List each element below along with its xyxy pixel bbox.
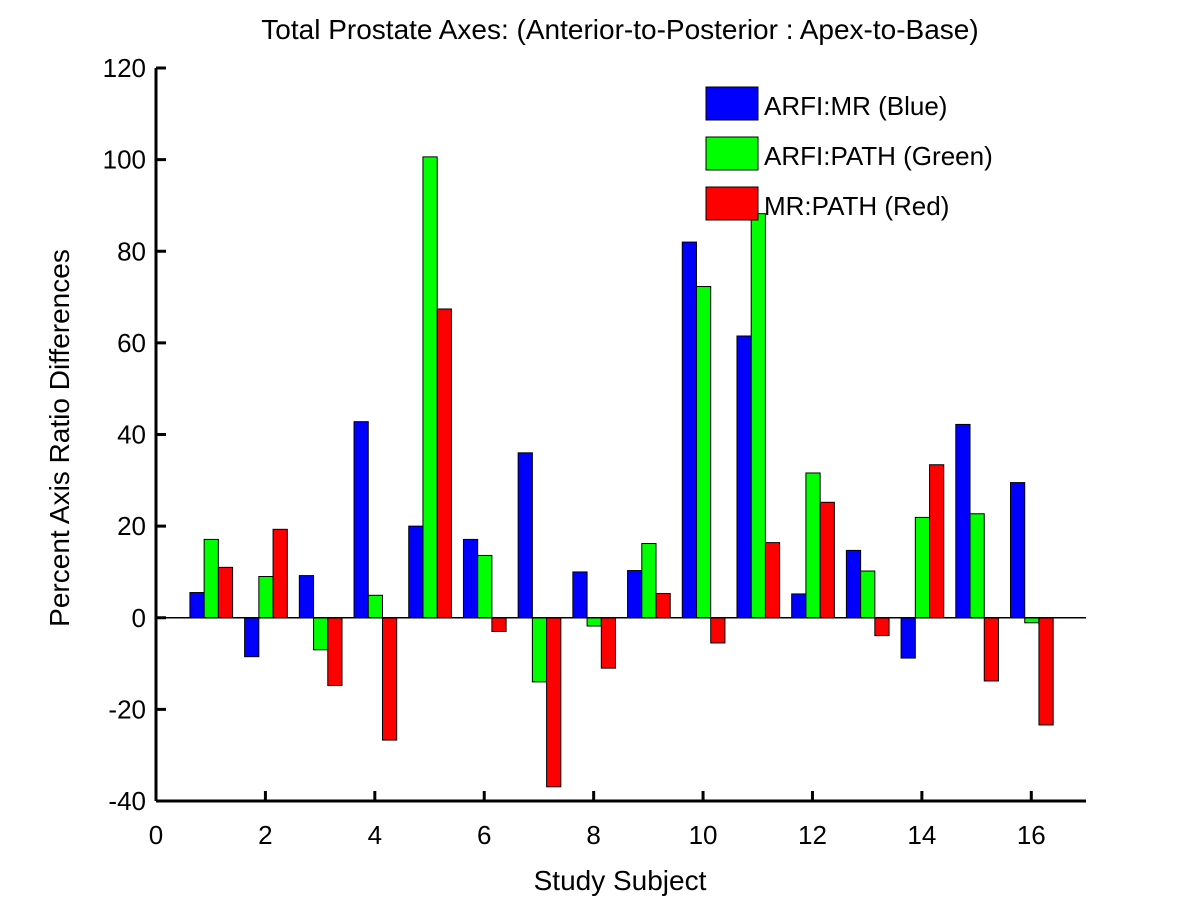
- bar-series-2-subject-13: [860, 570, 876, 619]
- bar-series-3-subject-5: [436, 308, 452, 619]
- axes-group: -40 -20 0 20 40 60 80 100 120 0 2 4 6 8 10 12 14 16: [103, 53, 1086, 850]
- legend: ARFI:MR (Blue) ARFI:PATH (Green) MR:PATH (…: [705, 86, 993, 221]
- legend-swatch-1: [705, 86, 759, 121]
- x-tick-label: 4: [368, 820, 382, 850]
- bar-series-2-subject-16: [1024, 617, 1040, 624]
- y-tick-label: 60: [117, 328, 146, 358]
- bar-series-3-subject-9: [655, 592, 671, 619]
- bar-series-1-subject-8: [572, 571, 588, 619]
- x-tick-label: 0: [149, 820, 163, 850]
- bar-series-2-subject-15: [969, 513, 985, 619]
- bar-series-1-subject-2: [244, 617, 260, 658]
- legend-swatch-2: [705, 136, 759, 171]
- x-tick-label: 2: [258, 820, 272, 850]
- bar-series-2-subject-11: [750, 213, 766, 619]
- x-tick-label: 12: [798, 820, 827, 850]
- legend-swatch-3: [705, 186, 759, 221]
- legend-label-1: ARFI:MR (Blue): [764, 91, 947, 121]
- bar-series-3-subject-15: [983, 617, 999, 682]
- legend-label-3: MR:PATH (Red): [764, 191, 949, 221]
- bar-series-3-subject-10: [710, 617, 726, 644]
- bar-series-1-subject-12: [791, 593, 807, 619]
- y-axis-label: Percent Axis Ratio Differences: [44, 249, 75, 627]
- bar-series-1-subject-1: [189, 592, 205, 619]
- legend-label-2: ARFI:PATH (Green): [764, 141, 993, 171]
- bar-series-3-subject-12: [819, 501, 835, 619]
- bar-series-2-subject-1: [203, 538, 219, 619]
- bar-series-1-subject-3: [298, 575, 315, 619]
- bar-series-2-subject-5: [422, 156, 438, 619]
- bar-series-3-subject-4: [381, 617, 398, 741]
- y-tick-label: -40: [108, 786, 146, 816]
- bar-series-1-subject-6: [462, 538, 479, 619]
- bars-group: [189, 156, 1054, 788]
- x-tick-label: 16: [1017, 820, 1046, 850]
- y-tick-label: 80: [117, 236, 146, 266]
- bar-series-3-subject-16: [1038, 617, 1054, 726]
- bar-series-2-subject-14: [914, 516, 931, 619]
- bar-series-3-subject-3: [327, 617, 343, 687]
- bar-series-1-subject-13: [845, 549, 862, 619]
- bar-series-1-subject-14: [900, 617, 916, 659]
- bar-series-2-subject-8: [586, 617, 602, 627]
- bar-series-2-subject-2: [258, 576, 274, 619]
- bar-series-1-subject-4: [353, 421, 369, 619]
- chart-title: Total Prostate Axes: (Anterior-to-Poster…: [261, 14, 978, 45]
- bar-series-3-subject-13: [874, 617, 890, 637]
- bar-series-2-subject-4: [367, 594, 383, 619]
- bar-series-1-subject-5: [408, 525, 424, 619]
- x-tick-label: 14: [907, 820, 936, 850]
- bar-series-3-subject-8: [600, 617, 617, 669]
- bar-series-2-subject-12: [805, 472, 821, 619]
- bar-series-2-subject-7: [531, 617, 548, 683]
- bar-series-3-subject-7: [546, 617, 562, 788]
- bar-series-2-subject-6: [477, 554, 493, 619]
- bar-series-1-subject-11: [736, 335, 752, 619]
- x-tick-label: 8: [586, 820, 600, 850]
- x-tick-label: 10: [689, 820, 718, 850]
- bar-series-3-subject-14: [929, 464, 945, 619]
- bar-series-2-subject-10: [695, 286, 712, 619]
- bar-series-3-subject-11: [764, 542, 781, 619]
- y-tick-label: 0: [132, 603, 146, 633]
- bar-series-3-subject-6: [491, 617, 507, 632]
- x-tick-label: 6: [477, 820, 491, 850]
- x-axis-label: Study Subject: [534, 865, 707, 896]
- bar-series-2-subject-9: [641, 543, 657, 619]
- bar-series-1-subject-9: [627, 570, 643, 619]
- y-tick-label: 40: [117, 420, 146, 450]
- bar-series-1-subject-10: [681, 241, 697, 619]
- y-tick-label: 20: [117, 511, 146, 541]
- y-tick-label: -20: [108, 694, 146, 724]
- y-tick-label: 100: [103, 145, 146, 175]
- bar-series-3-subject-2: [272, 528, 288, 619]
- bar-series-1-subject-16: [1010, 482, 1026, 619]
- bar-series-3-subject-1: [217, 566, 234, 619]
- bar-series-1-subject-7: [517, 452, 533, 619]
- bar-series-2-subject-3: [313, 617, 329, 651]
- y-tick-label: 120: [103, 53, 146, 83]
- bar-series-1-subject-15: [955, 423, 971, 619]
